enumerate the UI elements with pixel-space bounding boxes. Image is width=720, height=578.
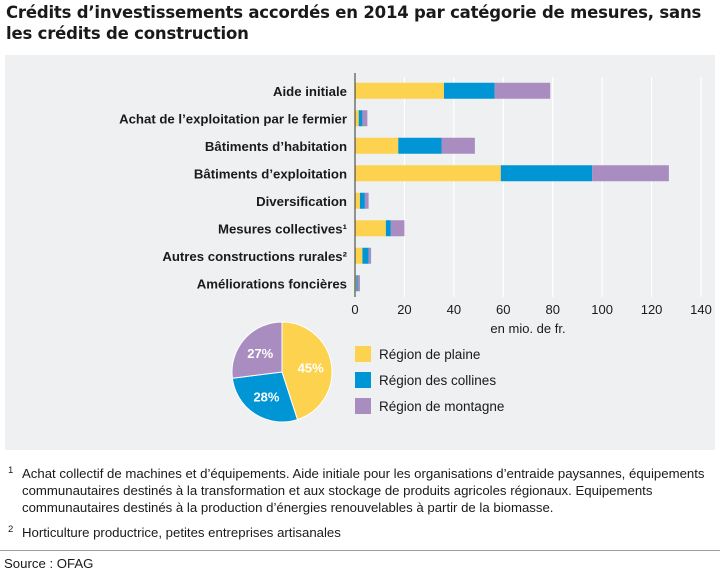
category-label: Diversification <box>256 194 347 209</box>
footnote-1-mark: 1 <box>8 465 14 476</box>
footnotes: 1 Achat collectif de machines et d’équip… <box>0 448 720 551</box>
bar-segment <box>359 192 365 209</box>
pie-value-label: 27% <box>247 346 273 361</box>
category-label: Mesures collectives¹ <box>218 221 347 236</box>
bar-segment <box>356 275 358 292</box>
pie-value-label: 28% <box>253 389 279 404</box>
category-label: Améliorations foncières <box>197 276 347 291</box>
bar-segment <box>355 275 357 292</box>
bar-segment <box>368 247 372 264</box>
pie-slice <box>281 321 333 421</box>
bar-segment <box>355 247 363 264</box>
bar-segment <box>443 82 495 99</box>
bar-segment <box>390 220 405 237</box>
bar-segment <box>357 275 360 292</box>
pie-value-label: 45% <box>298 360 324 375</box>
footnote-2-mark: 2 <box>8 524 14 535</box>
category-label: Autres constructions rurales² <box>162 249 347 264</box>
bar-segment <box>362 247 369 264</box>
chart-title: Crédits d’investissements accordés en 20… <box>6 3 702 43</box>
footnote-1-text: Achat collectif de machines et d’équipem… <box>22 466 705 515</box>
bar-segment <box>398 137 442 154</box>
legend-label: Région de montagne <box>379 399 504 414</box>
bar-segment <box>355 137 399 154</box>
bar-segment <box>358 110 363 127</box>
legend-swatch <box>355 372 371 388</box>
x-tick-label: 0 <box>351 302 358 317</box>
bar-segment <box>355 165 501 182</box>
pie-slice <box>231 321 283 379</box>
source-note: Source : OFAG <box>4 556 94 571</box>
legend-label: Région des collines <box>379 373 496 388</box>
pie-slice <box>231 371 299 423</box>
footnote-2: 2 Horticulture productrice, petites entr… <box>8 524 712 541</box>
bar-segment <box>362 110 368 127</box>
x-tick-label: 80 <box>545 302 559 317</box>
x-axis-label: en mio. de fr. <box>490 321 565 336</box>
bar-segment <box>364 192 369 209</box>
category-label: Bâtiments d’habitation <box>205 139 347 154</box>
legend-label: Région de plaine <box>379 347 480 362</box>
footnote-1: 1 Achat collectif de machines et d’équip… <box>8 465 712 516</box>
bar-segment <box>385 220 391 237</box>
category-label: Aide initiale <box>273 84 347 99</box>
chart-svg: Aide initiale Achat de l’exploitation par… <box>119 73 712 423</box>
bar-segment <box>355 220 386 237</box>
bar-segment <box>441 137 475 154</box>
x-tick-label: 100 <box>591 302 613 317</box>
legend-swatch <box>355 398 371 414</box>
bar-segment <box>355 110 359 127</box>
bar-segment <box>355 82 444 99</box>
x-tick-label: 20 <box>397 302 411 317</box>
x-tick-label: 60 <box>496 302 510 317</box>
x-tick-label: 120 <box>641 302 663 317</box>
bar-segment <box>592 165 669 182</box>
category-label: Bâtiments d’exploitation <box>194 166 347 181</box>
chart-panel: Aide initiale Achat de l’exploitation par… <box>5 55 715 450</box>
bar-segment <box>500 165 593 182</box>
category-label: Achat de l’exploitation par le fermier <box>119 111 347 126</box>
x-tick-label: 140 <box>690 302 712 317</box>
bar-segment <box>494 82 551 99</box>
x-tick-label: 40 <box>447 302 461 317</box>
footnote-2-text: Horticulture productrice, petites entrep… <box>22 525 341 540</box>
bar-segment <box>355 192 360 209</box>
legend-swatch <box>355 346 371 362</box>
